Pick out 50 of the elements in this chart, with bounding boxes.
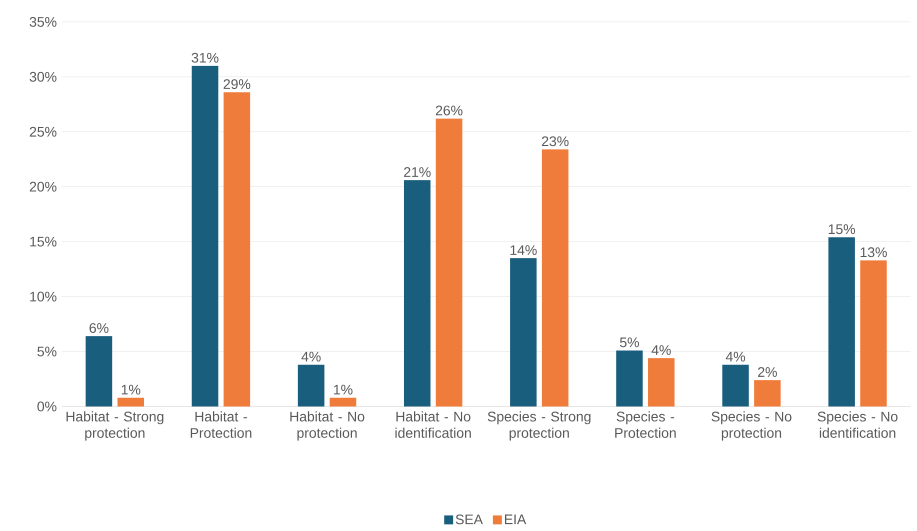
y-tick-label: 25% (30, 126, 56, 137)
data-label: 15% (828, 224, 856, 234)
y-tick-label: 0% (37, 402, 56, 412)
bar (404, 180, 430, 406)
bar (648, 358, 675, 406)
legend-label: EIA (504, 514, 526, 524)
bar (616, 350, 643, 406)
bar (192, 66, 218, 406)
x-tick-label: Habitat - No protection (290, 411, 364, 441)
y-tick-label: 35% (30, 16, 56, 27)
data-label: 4% (652, 345, 671, 355)
data-label: 1% (334, 384, 353, 394)
data-label: 2% (758, 367, 777, 377)
bar (298, 364, 324, 406)
x-tick-label: Species - No protection (712, 411, 792, 441)
bar (754, 380, 781, 406)
y-tick-label: 20% (30, 182, 56, 192)
x-tick-label: Habitat - Strong protection (66, 411, 164, 441)
data-label: 6% (90, 323, 108, 333)
data-label: 29% (224, 79, 250, 90)
data-label: 1% (122, 384, 140, 394)
data-label: 4% (301, 352, 321, 362)
y-tick-label: 5% (37, 346, 56, 356)
bar (722, 364, 749, 406)
x-tick-label: Species - Strong protection (488, 411, 590, 441)
data-label: 14% (510, 245, 537, 255)
bar (86, 336, 112, 406)
bar (436, 118, 462, 406)
data-label: 21% (404, 167, 431, 177)
bar (117, 398, 144, 406)
x-tick-label: Species - No identification (818, 411, 898, 438)
data-label: 13% (860, 247, 887, 258)
y-tick-label: 10% (30, 292, 56, 302)
bar (860, 260, 887, 406)
data-label: 31% (192, 52, 218, 63)
x-tick-label: Habitat - No identification (395, 411, 471, 438)
bar (510, 258, 537, 406)
data-label: 5% (620, 337, 639, 348)
data-label: 23% (542, 136, 569, 146)
x-tick-label: Species - Protection (615, 411, 676, 438)
bar (542, 149, 568, 406)
data-label: 26% (436, 106, 462, 116)
bar (828, 237, 855, 406)
bar (330, 398, 356, 406)
legend-label: SEA (456, 514, 483, 524)
y-tick-label: 15% (30, 236, 56, 247)
bar (224, 92, 250, 406)
data-label: 4% (726, 352, 746, 362)
x-tick-label: Habitat - Protection (190, 411, 252, 438)
y-tick-label: 30% (30, 72, 56, 82)
